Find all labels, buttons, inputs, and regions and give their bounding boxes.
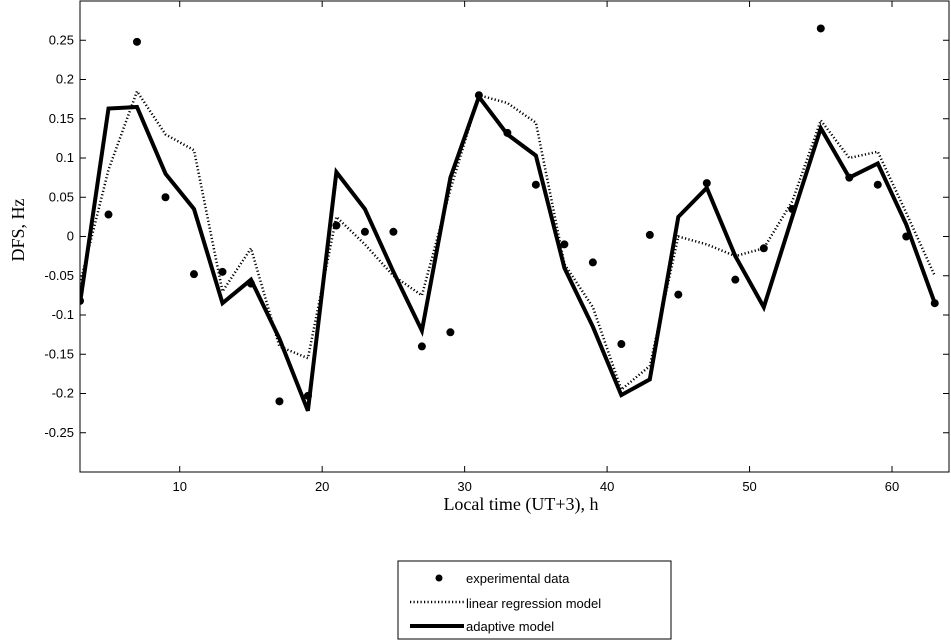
x-tick-label: 60	[885, 479, 899, 494]
data-point	[816, 24, 825, 33]
data-point	[446, 328, 455, 337]
legend-marker-experimental	[435, 574, 443, 582]
data-point	[104, 210, 113, 219]
y-tick-label: 0.1	[56, 150, 74, 165]
y-tick-label: 0.2	[56, 72, 74, 87]
y-tick-label: 0.25	[49, 32, 74, 47]
y-tick-labels: -0.25 -0.2 -0.15 -0.1 -0.05 0 0.05 0.1 0.15 0.2 0.…	[44, 32, 74, 440]
legend: experimental data linear regression mode…	[397, 560, 672, 640]
y-tick-label: 0.05	[49, 189, 74, 204]
plot-area	[79, 0, 950, 473]
data-point	[759, 244, 768, 253]
y-axis-title: DFS, Hz	[8, 198, 28, 261]
x-tick-label: 20	[315, 479, 329, 494]
x-axis-title: Local time (UT+3), h	[443, 494, 598, 515]
x-tick-label: 30	[457, 479, 471, 494]
axis-ticks	[80, 1, 949, 472]
data-point	[389, 227, 398, 236]
legend-label-linear: linear regression model	[466, 596, 601, 611]
data-point	[588, 258, 597, 267]
data-point	[731, 275, 740, 284]
data-point	[674, 290, 683, 299]
y-tick-label: -0.2	[52, 386, 74, 401]
data-point	[531, 180, 540, 189]
y-tick-label: 0	[67, 229, 74, 244]
data-point	[417, 342, 426, 351]
x-tick-labels: 10 20 30 40 50 60	[172, 479, 899, 494]
y-tick-label: -0.15	[44, 346, 74, 361]
data-point	[617, 340, 626, 349]
y-tick-label: -0.1	[52, 307, 74, 322]
y-tick-label: -0.25	[44, 425, 74, 440]
data-point	[332, 221, 341, 230]
data-point	[702, 179, 711, 188]
data-point	[218, 267, 227, 276]
x-tick-label: 10	[172, 479, 186, 494]
legend-label-experimental: experimental data	[466, 571, 570, 586]
x-tick-label: 50	[742, 479, 756, 494]
y-tick-label: -0.05	[44, 268, 74, 283]
y-tick-label: 0.15	[49, 111, 74, 126]
data-point	[132, 37, 141, 46]
x-tick-label: 40	[600, 479, 614, 494]
data-point	[873, 180, 882, 189]
adaptive-model-line	[80, 92, 937, 412]
data-point	[275, 397, 284, 406]
data-point	[560, 240, 569, 249]
series-2	[80, 92, 937, 412]
legend-label-adaptive: adaptive model	[466, 619, 554, 634]
data-point	[161, 193, 170, 202]
data-point	[189, 270, 198, 279]
data-point	[360, 227, 369, 236]
data-point	[645, 230, 654, 239]
series-layer	[80, 24, 939, 412]
